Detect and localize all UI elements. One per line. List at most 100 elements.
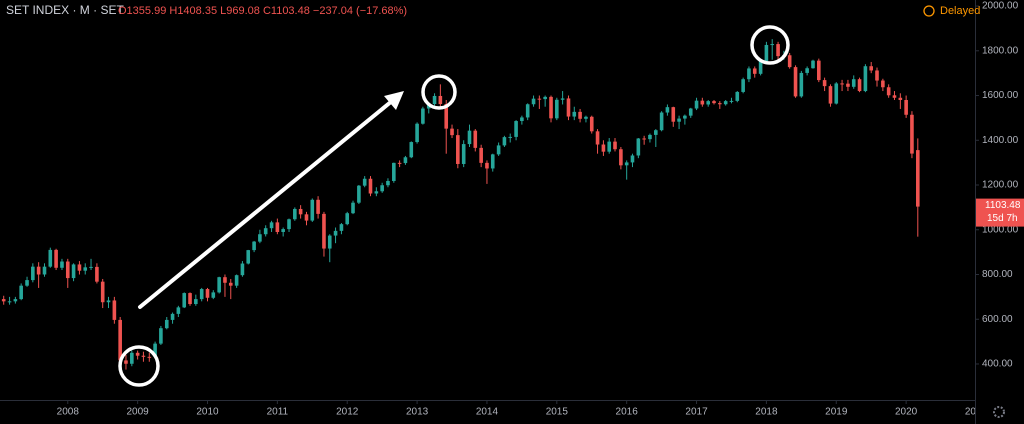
candle-body — [636, 138, 641, 156]
candle-body — [834, 83, 839, 104]
candle-body — [665, 107, 670, 113]
candle-body — [409, 142, 414, 158]
candle-body — [485, 162, 489, 169]
candle-body — [432, 95, 437, 105]
candle-body — [589, 116, 594, 132]
candle-body — [601, 144, 606, 152]
candle-body — [787, 55, 792, 68]
candle-body — [217, 277, 221, 293]
candle-body — [19, 285, 23, 300]
ohlc-legend: O1355.99 H1408.35 L969.08 C1103.48 −237.… — [118, 5, 407, 17]
candle-body — [293, 208, 297, 220]
candle-body — [194, 299, 198, 305]
candle-body — [368, 178, 373, 194]
candle-body — [846, 83, 850, 87]
y-tick-label: 1200.00 — [982, 180, 1019, 191]
settings-icon[interactable] — [993, 406, 1005, 418]
x-tick-label: 2013 — [406, 407, 429, 418]
candle-body — [624, 162, 629, 166]
candle-body — [654, 130, 658, 135]
candle-body — [822, 80, 827, 87]
candle-body — [106, 300, 111, 303]
annotation-circle — [118, 345, 160, 387]
candle-body — [7, 301, 12, 303]
candle-body — [287, 219, 291, 230]
candle-body — [304, 214, 309, 221]
x-tick-label: 2010 — [196, 407, 219, 418]
candle-body — [607, 141, 612, 152]
x-tick-label: 2016 — [616, 407, 639, 418]
candle-body — [869, 66, 874, 71]
candle-body — [386, 180, 390, 186]
candle-body — [613, 141, 617, 150]
candle-body — [159, 328, 163, 344]
candle-body — [205, 289, 210, 298]
candle-body — [502, 137, 507, 146]
candle-body — [508, 136, 513, 138]
candle-body — [770, 44, 775, 46]
candle-body — [42, 266, 47, 275]
candle-body — [712, 101, 716, 104]
candle-body — [729, 100, 734, 102]
candle-body — [327, 235, 332, 249]
candle-body — [479, 147, 483, 163]
candle-body — [584, 116, 588, 119]
candle-body — [490, 154, 495, 169]
candle-body — [234, 275, 239, 286]
candle-body — [71, 264, 76, 279]
candle-body — [415, 123, 419, 143]
candle-body — [916, 150, 920, 207]
annotation-arrow — [138, 99, 394, 309]
delayed-status[interactable]: Delayed — [940, 5, 980, 17]
candle-body — [188, 293, 192, 305]
candle-body — [642, 138, 646, 140]
time-axis — [0, 400, 975, 424]
candle-body — [560, 98, 565, 100]
candle-body — [898, 97, 903, 100]
candle-body — [48, 249, 53, 267]
candle-body — [36, 266, 41, 275]
annotation-arrowhead — [384, 91, 404, 110]
candle-body — [467, 130, 472, 145]
candle-body — [118, 319, 122, 361]
candle-body — [456, 135, 460, 164]
candle-body — [671, 107, 676, 122]
candle-body — [252, 241, 256, 251]
candle-body — [211, 292, 216, 298]
y-tick-label: 600.00 — [982, 314, 1013, 325]
candle-body — [851, 79, 856, 87]
candle-body — [799, 72, 804, 97]
candle-body — [380, 185, 384, 192]
y-tick-label: 1400.00 — [982, 135, 1019, 146]
candle-body — [438, 95, 443, 105]
delayed-icon — [923, 5, 935, 17]
y-tick-label: 400.00 — [982, 359, 1013, 370]
candle-body — [392, 162, 396, 181]
candle-body — [910, 114, 914, 154]
candle-body — [135, 352, 140, 356]
candle-body — [886, 87, 891, 96]
candle-body — [298, 208, 303, 215]
candle-body — [619, 149, 623, 166]
candle-body — [461, 144, 466, 164]
candle-body — [95, 266, 99, 282]
candle-body — [735, 91, 740, 101]
y-tick-label: 1000.00 — [982, 224, 1019, 235]
x-tick-label: 2020 — [895, 407, 918, 418]
candle-body — [805, 68, 809, 73]
candle-body — [77, 264, 82, 271]
candle-body — [747, 68, 751, 80]
candle-body — [578, 111, 582, 119]
candle-body — [811, 60, 815, 69]
candle-body — [706, 101, 711, 105]
last-price-box — [976, 198, 1024, 227]
candle-body — [100, 281, 105, 303]
candle-body — [793, 67, 798, 97]
candle-body — [316, 199, 320, 214]
candle-body — [741, 79, 745, 92]
candle-body — [124, 360, 128, 364]
candle-body — [54, 249, 58, 268]
candle-body — [1, 299, 6, 302]
